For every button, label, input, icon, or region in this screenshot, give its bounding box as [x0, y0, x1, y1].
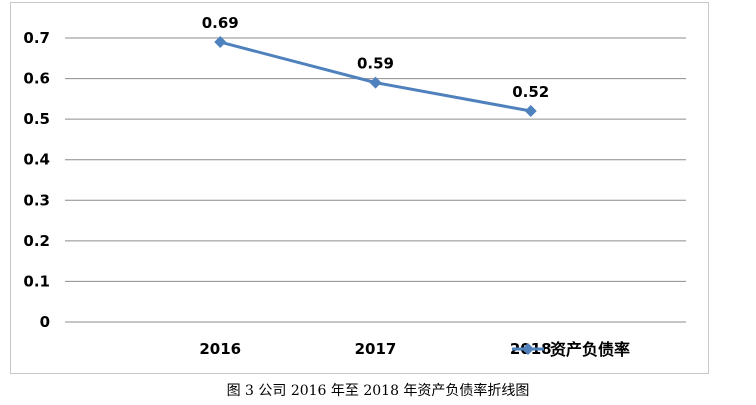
y-tick-label: 0.5	[23, 110, 50, 128]
x-tick-label: 2016	[199, 340, 241, 358]
legend: 资产负债率	[512, 340, 630, 359]
y-tick-label: 0.4	[23, 151, 50, 169]
y-tick-label: 0	[40, 313, 50, 331]
y-tick-label: 0.3	[23, 191, 50, 209]
x-tick-label: 2017	[355, 340, 397, 358]
line-chart: 00.10.20.30.40.50.60.7 201620172018 0.69…	[23, 14, 686, 359]
data-label: 0.69	[202, 14, 239, 32]
data-point-marker	[524, 105, 537, 118]
data-point-marker	[369, 76, 382, 89]
data-labels: 0.69 0.59 0.52	[202, 14, 550, 101]
y-tick-label: 0.6	[23, 70, 50, 88]
data-label: 0.52	[512, 83, 549, 101]
series-line	[219, 40, 532, 113]
data-label: 0.59	[357, 55, 394, 73]
y-tick-label: 0.2	[23, 232, 50, 250]
x-axis-ticks: 201620172018	[199, 340, 551, 358]
y-tick-label: 0.7	[23, 29, 50, 47]
y-axis-ticks: 0 0.1 0.2 0.3 0.4 0.5 0.6 0.7	[23, 29, 50, 331]
legend-marker	[522, 343, 534, 355]
series-layer	[214, 36, 537, 118]
gridlines	[65, 37, 686, 323]
legend-label: 资产负债率	[550, 340, 630, 359]
data-point-marker	[214, 36, 227, 49]
figure-caption: 图 3 公司 2016 年至 2018 年资产负债率折线图	[226, 383, 530, 399]
y-tick-label: 0.1	[23, 272, 50, 290]
chart-frame	[10, 2, 709, 374]
